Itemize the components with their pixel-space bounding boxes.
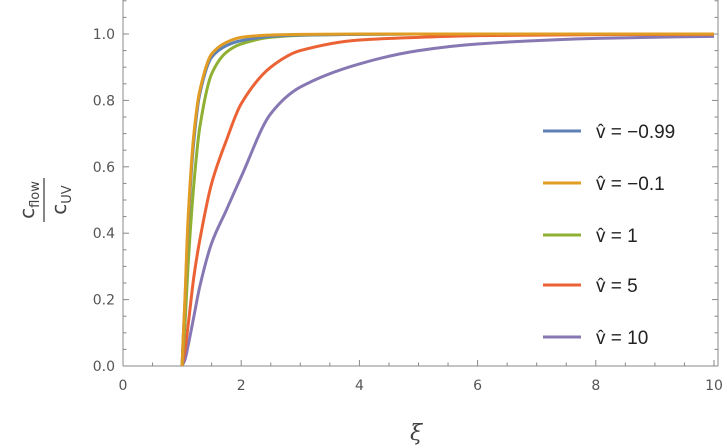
series-line-4	[180, 32, 715, 367]
y-tick-label: 0.8	[93, 93, 115, 109]
y-label-den-sub: UV	[60, 185, 75, 204]
y-tick-label: 1.0	[93, 27, 115, 43]
legend: v̂ = −0.99 v̂ = −0.1 v̂ = 1 v̂ = 5 v̂ = 10	[543, 122, 675, 349]
x-tick-label: 2	[237, 378, 246, 394]
axes: 0 2 4 6 8 10 0.0 0.2 0.4 0.6 0.8 1.0	[93, 0, 723, 394]
legend-item: v̂ = 10	[543, 328, 648, 349]
legend-item: v̂ = 5	[543, 276, 638, 297]
y-tick-label: 0.2	[93, 293, 115, 309]
y-tick-label: 0.6	[93, 160, 115, 176]
svg-text:cflow: cflow	[15, 181, 43, 219]
y-tick-label: 0.4	[93, 226, 115, 242]
legend-label: v̂ = −0.1	[596, 174, 665, 195]
y-label-num-sub: flow	[28, 181, 43, 208]
x-tick-label: 4	[355, 378, 364, 394]
series-line-3	[180, 32, 714, 367]
y-label-num: c	[15, 208, 39, 219]
legend-item: v̂ = −0.99	[543, 122, 675, 143]
y-axis-label: cflow cUV	[15, 178, 75, 222]
x-tick-label: 6	[473, 378, 482, 394]
series-group	[180, 32, 715, 367]
series-line-5	[180, 34, 715, 367]
x-tick-label: 8	[591, 378, 600, 394]
legend-label: v̂ = 1	[596, 226, 638, 247]
series-line-2	[180, 32, 714, 367]
legend-item: v̂ = −0.1	[543, 174, 665, 195]
x-tick-label: 0	[119, 378, 128, 394]
legend-label: v̂ = 10	[596, 328, 648, 349]
legend-item: v̂ = 1	[543, 226, 638, 247]
y-tick-label: 0.0	[93, 359, 115, 375]
legend-label: v̂ = −0.99	[596, 122, 675, 143]
series-line-1	[180, 32, 714, 367]
x-tick-label: 10	[705, 378, 723, 394]
x-axis-label: ξ	[410, 421, 424, 446]
svg-text:cUV: cUV	[47, 185, 75, 215]
y-label-den: c	[47, 204, 71, 215]
legend-label: v̂ = 5	[596, 276, 638, 297]
